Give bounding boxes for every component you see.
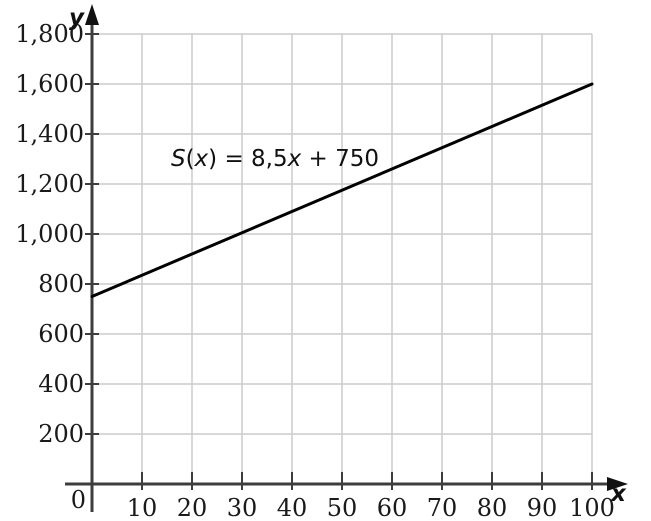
x-tick-label: 80 (477, 494, 508, 521)
x-tick-label: 40 (277, 494, 308, 521)
y-ticks: 200 400 600 800 1,000 1,200 1,400 1,600 1,800 (15, 20, 99, 448)
x-axis-label: x (610, 481, 627, 507)
series-line (90, 82, 594, 298)
x-tick-label: 60 (377, 494, 408, 521)
function-label: S(x) = 8,5x + 750 (171, 146, 379, 172)
x-tick-label: 20 (177, 494, 208, 521)
origin-label: 0 (71, 486, 86, 514)
x-tick-label: 100 (569, 494, 615, 521)
x-ticks: 10 20 30 40 50 60 70 80 90 100 (127, 472, 615, 521)
y-tick-label: 800 (38, 270, 84, 298)
y-tick-label: 200 (38, 420, 84, 448)
y-tick-label: 400 (38, 370, 84, 398)
y-axis-label: y (69, 5, 85, 31)
gridlines (92, 33, 593, 484)
x-tick-label: 90 (527, 494, 558, 521)
y-axis-arrowhead-icon (85, 4, 99, 25)
x-axis-arrowhead-icon (607, 477, 628, 491)
x-tick-label: 50 (327, 494, 358, 521)
x-tick-label: 70 (427, 494, 458, 521)
x-tick-label: 30 (227, 494, 258, 521)
y-tick-label: 600 (38, 320, 84, 348)
y-tick-label: 1,000 (15, 220, 84, 248)
y-tick-label: 1,800 (15, 20, 84, 48)
y-tick-label: 1,200 (15, 170, 84, 198)
x-tick-label: 10 (127, 494, 158, 521)
y-tick-label: 1,600 (15, 70, 84, 98)
y-tick-label: 1,400 (15, 120, 84, 148)
